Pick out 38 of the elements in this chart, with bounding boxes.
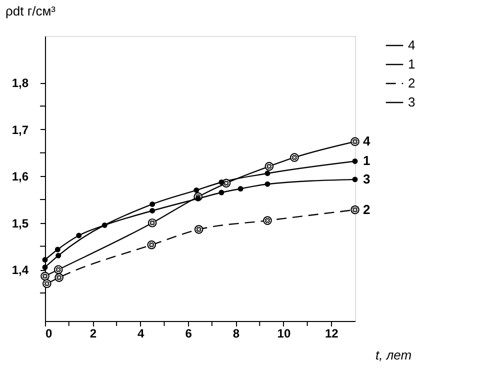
- text: 3: [363, 171, 370, 186]
- point: [194, 187, 200, 193]
- legend-label: 4: [408, 38, 416, 52]
- point: [42, 264, 48, 270]
- point: [54, 246, 60, 252]
- text: 2: [363, 202, 370, 217]
- point: [56, 252, 62, 258]
- legend-label: 2: [408, 76, 416, 90]
- x-tick-label: 8: [232, 326, 240, 340]
- x-tick-label: 10: [277, 326, 291, 340]
- point: [352, 158, 358, 164]
- point: [264, 181, 270, 187]
- x-tick-label: 12: [324, 326, 339, 340]
- point: [150, 201, 156, 207]
- x-tick-label: 2: [90, 326, 97, 340]
- y-axis-title: ρdt г/см³: [6, 4, 56, 18]
- point: [352, 176, 358, 182]
- point: [102, 222, 108, 228]
- legend-label: 3: [408, 94, 416, 110]
- x-tick-label: 0: [46, 326, 52, 340]
- point: [150, 208, 156, 214]
- text: 4: [363, 134, 370, 149]
- x-axis-title: t, лет: [376, 348, 412, 362]
- y-tick-label: 1,8: [12, 76, 29, 90]
- y-tick-label: 1,6: [12, 170, 29, 184]
- point: [76, 232, 82, 238]
- y-tick-label: 1,7: [12, 122, 29, 137]
- point: [218, 190, 224, 196]
- legend-label: 1: [408, 56, 416, 72]
- point: [238, 186, 244, 192]
- y-tick-label: 1,5: [12, 216, 29, 230]
- text: 1: [363, 153, 370, 168]
- point: [264, 170, 270, 176]
- point: [42, 257, 48, 263]
- x-tick-label: 4: [138, 326, 145, 340]
- point: [218, 180, 224, 185]
- x-tick-label: 6: [185, 326, 192, 340]
- y-tick-label: 1,4: [12, 263, 29, 278]
